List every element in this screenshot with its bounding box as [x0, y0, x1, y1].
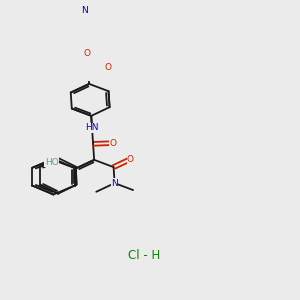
- Text: N: N: [111, 178, 118, 188]
- Text: O: O: [84, 49, 91, 58]
- Text: O: O: [109, 139, 116, 148]
- Text: O: O: [127, 155, 134, 164]
- Text: Cl - H: Cl - H: [128, 249, 160, 262]
- Text: N: N: [81, 6, 88, 15]
- Text: HO: HO: [45, 158, 58, 166]
- Text: HN: HN: [85, 123, 99, 132]
- Text: O: O: [104, 63, 111, 72]
